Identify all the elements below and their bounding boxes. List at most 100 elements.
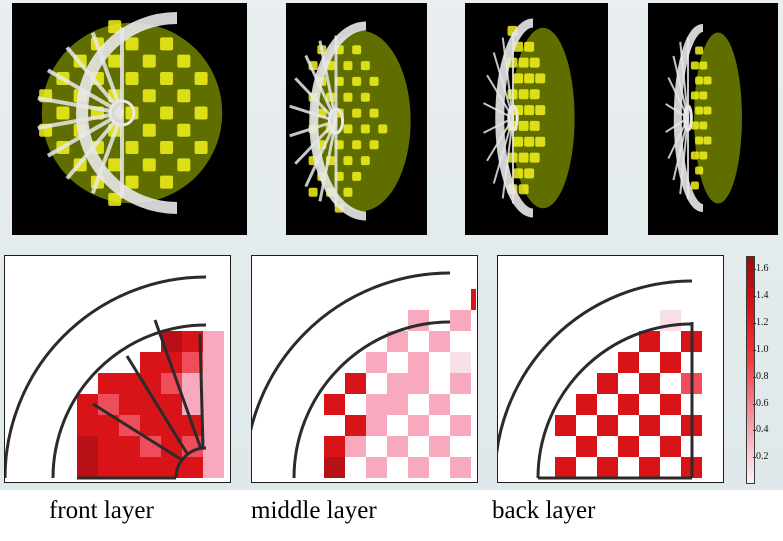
heatmap-cell (98, 373, 119, 394)
heatmap-cell (618, 352, 639, 373)
heatmap-cell (429, 331, 450, 352)
heatmap-cell (618, 436, 639, 457)
heatmap-cell (203, 352, 224, 373)
heatmap-cell (555, 457, 576, 478)
heatmap-cell (98, 436, 119, 457)
heatmap-cell (618, 394, 639, 415)
arc-outline (498, 279, 693, 455)
heatmap-cell (77, 457, 98, 478)
render-geometry (37, 12, 223, 214)
heatmap-cell (324, 457, 345, 478)
heatmap-cell (182, 373, 203, 394)
heatmap-cell (119, 394, 140, 415)
heatmap-cell (555, 415, 576, 436)
caption-background (0, 490, 783, 541)
colorbar: 1.6 1.4 1.2 1.0 0.8 0.6 0.4 0.2 (744, 256, 783, 484)
heatmap-cell (639, 415, 660, 436)
heatmap-cell (324, 436, 345, 457)
colorbar-tick-label: 1.6 (753, 263, 769, 275)
heatmap-cell (429, 436, 450, 457)
heatmap-cell (429, 394, 450, 415)
heatmap-cell (140, 457, 161, 478)
arc-outline (51, 323, 207, 479)
spoke-line (153, 319, 203, 450)
heatmap-cell (161, 394, 182, 415)
heatmap-cell (639, 457, 660, 478)
arc-outline (292, 320, 451, 479)
heatmap-cell (161, 331, 182, 352)
heatmap-cell (182, 352, 203, 373)
heatmap-cell (119, 457, 140, 478)
heatmap-cell (471, 289, 476, 310)
caption-middle-layer: middle layer (251, 497, 377, 524)
middle-layer-panel (251, 255, 478, 483)
colorbar-tick-label: 0.8 (753, 370, 769, 382)
heatmap-cell (387, 373, 408, 394)
heatmap-cell (98, 415, 119, 436)
heatmap-cell (140, 415, 161, 436)
arc-outline (252, 271, 451, 432)
heatmap-cell (597, 457, 618, 478)
heatmap-cell (324, 394, 345, 415)
heatmap-cell (140, 373, 161, 394)
back-layer-panel (497, 255, 724, 483)
heatmap-cell (203, 415, 224, 436)
heatmap-cell (182, 457, 203, 478)
heatmap-cell (77, 436, 98, 457)
back-layer-heatmap (498, 279, 702, 480)
heatmap-cell (119, 373, 140, 394)
colorbar-tick-label: 1.2 (753, 317, 769, 329)
render-geometry (665, 24, 742, 212)
heatmap-cell (366, 352, 387, 373)
heatmap-cell (576, 394, 597, 415)
heatmap-cell (203, 394, 224, 415)
heatmap-cell (660, 394, 681, 415)
spoke-line (92, 402, 183, 462)
render-oblique-3d (286, 3, 427, 235)
spoke-line (125, 355, 190, 456)
heatmap-cell (345, 436, 366, 457)
front-layer-panel (4, 255, 231, 483)
colorbar-gradient (746, 256, 755, 484)
heatmap-cell (203, 436, 224, 457)
colorbar-tick-label: 0.2 (753, 451, 769, 463)
heatmap-cell (140, 436, 161, 457)
heatmap-cell (408, 352, 429, 373)
heatmap-cell (387, 394, 408, 415)
heatmap-cell (77, 394, 98, 415)
caption-front-layer: front layer (49, 497, 154, 524)
colorbar-tick-label: 1.0 (753, 343, 769, 355)
heatmap-cell (366, 457, 387, 478)
heatmap-cell (203, 457, 224, 478)
render-side-3d (465, 3, 608, 235)
heatmap-cell (450, 415, 471, 436)
heatmap-cell (408, 457, 429, 478)
render-geometry (483, 18, 575, 218)
heatmap-cell (387, 331, 408, 352)
caption-back-layer: back layer (492, 497, 596, 524)
heatmap-cell (140, 394, 161, 415)
heatmap-cell (140, 352, 161, 373)
middle-layer-heatmap (252, 271, 476, 479)
heatmap-cell (366, 415, 387, 436)
heatmap-cell (597, 373, 618, 394)
spoke-line (198, 333, 205, 449)
heatmap-cell (98, 457, 119, 478)
heatmap-cell (597, 415, 618, 436)
colorbar-tick-label: 1.4 (753, 290, 769, 302)
heatmap-cell (77, 415, 98, 436)
heatmap-cell (450, 373, 471, 394)
colorbar-tick-label: 0.6 (753, 397, 769, 409)
heatmap-cell (119, 436, 140, 457)
heatmap-cell (408, 373, 429, 394)
heatmap-cell (387, 436, 408, 457)
heatmap-cell (450, 457, 471, 478)
heatmap-cell (98, 394, 119, 415)
render-geometry (289, 21, 411, 221)
render-profile-3d (648, 3, 778, 235)
heatmap-cell (639, 373, 660, 394)
arc-outline (5, 275, 207, 479)
render-front-3d (12, 3, 247, 235)
heatmap-cell (366, 394, 387, 415)
heatmap-cell (450, 310, 471, 331)
